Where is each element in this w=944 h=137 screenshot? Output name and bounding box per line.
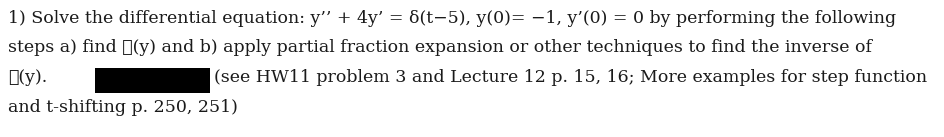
Text: 1) Solve the differential equation: y’’ + 4y’ = δ(t−5), y(0)= −1, y’(0) = 0 by p: 1) Solve the differential equation: y’’ …	[8, 10, 895, 27]
Text: and t-shifting p. 250, 251): and t-shifting p. 250, 251)	[8, 99, 238, 115]
Bar	[95, 68, 210, 93]
Text: (see HW11 problem 3 and Lecture 12 p. 15, 16; More examples for step function: (see HW11 problem 3 and Lecture 12 p. 15…	[213, 69, 926, 86]
Text: ℒ(y).: ℒ(y).	[8, 69, 47, 86]
Text: steps a) find ℒ(y) and b) apply partial fraction expansion or other techniques t: steps a) find ℒ(y) and b) apply partial …	[8, 39, 871, 56]
